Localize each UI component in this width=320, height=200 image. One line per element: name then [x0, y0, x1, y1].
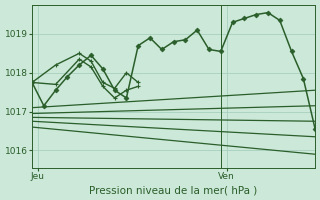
- X-axis label: Pression niveau de la mer( hPa ): Pression niveau de la mer( hPa ): [90, 185, 258, 195]
